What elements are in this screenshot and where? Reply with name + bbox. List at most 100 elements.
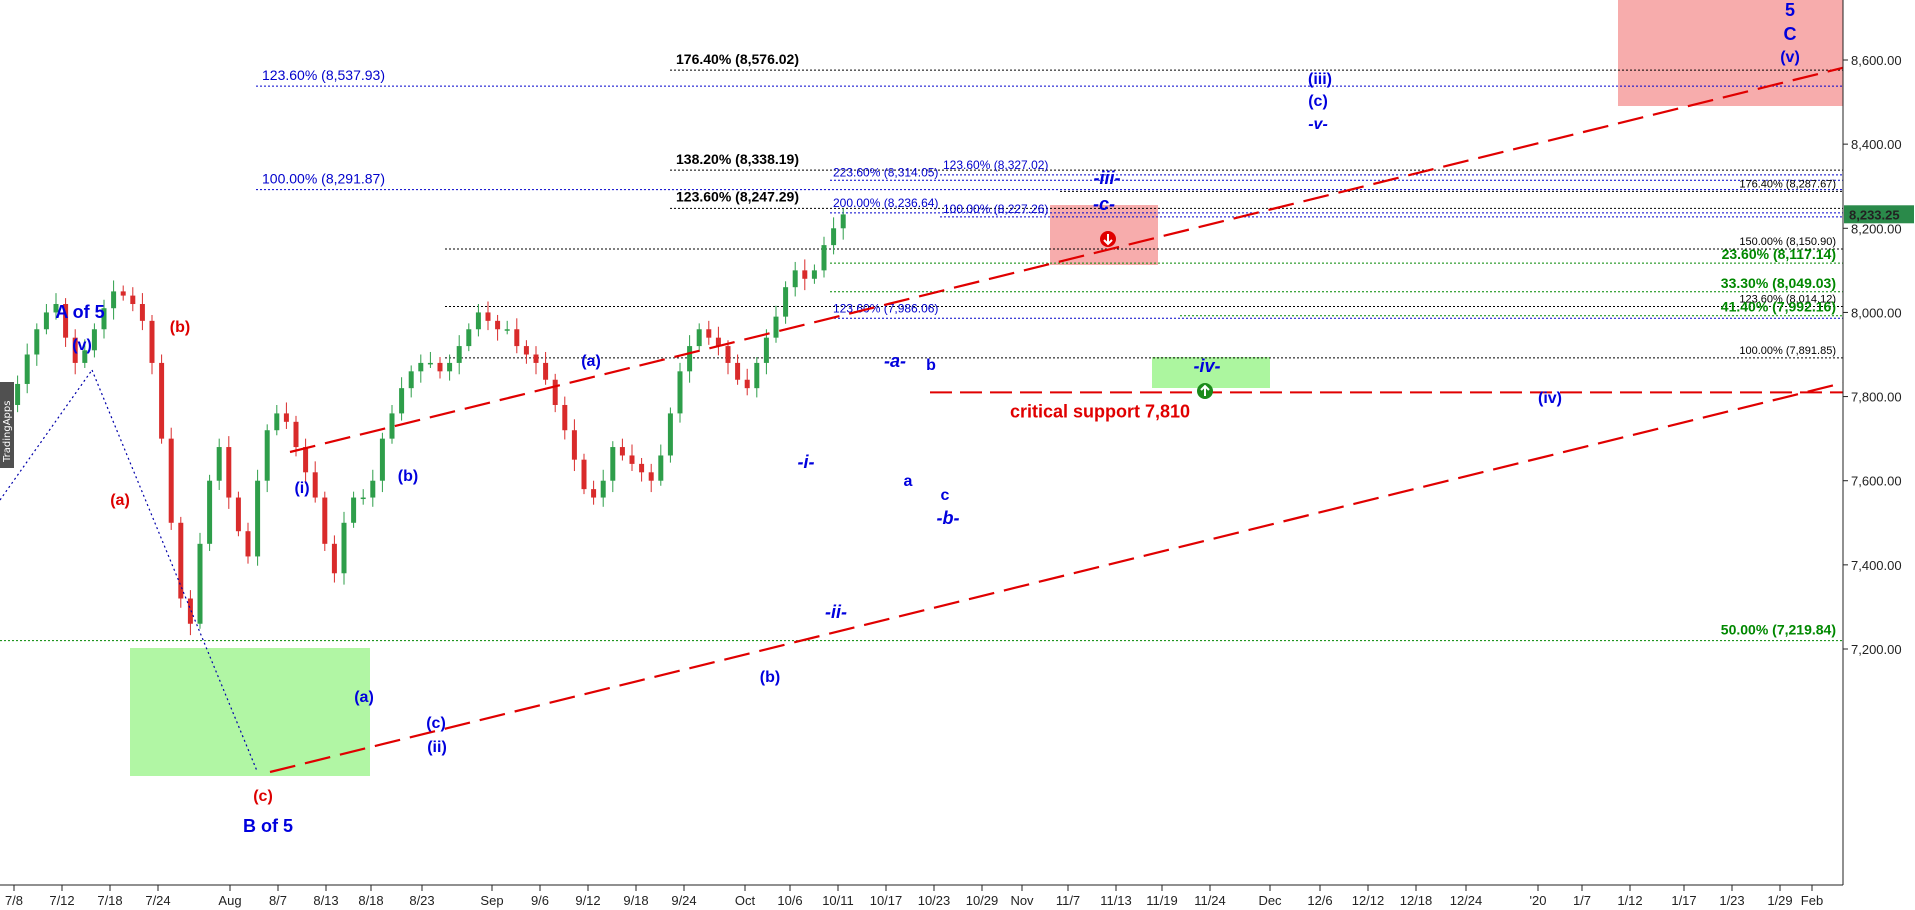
candle-body — [149, 320, 155, 363]
red-zone-c — [1618, 0, 1843, 106]
wave-label: b — [926, 357, 936, 374]
candle-body — [475, 312, 481, 330]
down-arrow-glyph — [1103, 234, 1113, 246]
time-tick-label: Feb — [1801, 893, 1823, 908]
candle-body — [437, 362, 443, 372]
wave-label: a — [904, 473, 913, 490]
price-tick-label: 7,400.00 — [1851, 558, 1902, 573]
candle-body — [629, 455, 635, 464]
fib-label: 23.60% (8,117.14) — [1722, 246, 1836, 262]
wave-label: (a) — [354, 689, 374, 706]
wave-label: -c- — [1093, 194, 1115, 214]
time-tick-label: Nov — [1010, 893, 1034, 908]
candle-body — [773, 316, 779, 338]
time-axis[interactable]: 7/8 7/12 7/18 7/24 Aug 8/7 8/13 8/18 8/23 Sep 9/6 9… — [0, 884, 1843, 908]
fib-label: 176.40% (8,287.67) — [1739, 178, 1836, 190]
wave-label: C — [1784, 24, 1797, 44]
candle-body — [792, 270, 798, 288]
time-tick-label: 12/6 — [1307, 893, 1332, 908]
fib-label: 176.40% (8,576.02) — [676, 51, 799, 67]
candle-body — [293, 421, 299, 448]
time-tick-label: Oct — [735, 893, 756, 908]
time-tick-label: 9/18 — [623, 893, 648, 908]
price-tick-label: 8,400.00 — [1851, 137, 1902, 152]
candle-body — [331, 543, 337, 574]
candle-body — [456, 346, 462, 363]
time-tick-label: 7/18 — [97, 893, 122, 908]
fib-label: 33.30% (8,049.03) — [1721, 275, 1836, 291]
time-tick-label: 1/29 — [1767, 893, 1792, 908]
candle-body — [303, 447, 309, 473]
price-tick-label: 7,600.00 — [1851, 474, 1902, 489]
fibonacci-levels: 176.40% (8,576.02) 123.60% (8,537.93) 138.… — [0, 51, 1843, 642]
candle-body — [197, 543, 203, 624]
candle-body — [274, 413, 280, 431]
time-tick-label: 10/11 — [822, 893, 854, 908]
wave-label: -iii- — [1094, 168, 1121, 188]
candle-body — [706, 329, 712, 338]
candle-body — [543, 362, 549, 380]
time-tick-label: 11/13 — [1100, 893, 1132, 908]
time-tick-label: 8/7 — [269, 893, 287, 908]
candle-body — [264, 430, 270, 481]
wave-label: -b- — [937, 508, 960, 528]
time-tick-label: 11/19 — [1146, 893, 1178, 908]
wave-label: B of 5 — [243, 816, 293, 836]
candle-body — [725, 346, 731, 363]
candle-body — [312, 472, 318, 498]
time-tick-label: 1/7 — [1573, 893, 1591, 908]
wave-label: -iv- — [1194, 356, 1221, 376]
wave-label: (iii) — [1308, 71, 1332, 88]
candle-body — [533, 354, 539, 363]
candle-body — [571, 430, 577, 460]
time-tick-label: Sep — [480, 893, 503, 908]
fib-label: 100.00% (8,291.87) — [262, 171, 385, 187]
candle-body — [120, 291, 126, 296]
candle-body — [504, 329, 510, 331]
target-zones — [130, 0, 1843, 776]
candle-body — [82, 350, 88, 363]
time-tick-label: 8/23 — [409, 893, 434, 908]
candle-body — [389, 413, 395, 439]
time-tick-label: 11/7 — [1056, 893, 1080, 908]
time-tick-label: '20 — [1530, 893, 1547, 908]
candle-body — [43, 312, 49, 330]
fib-label: 50.00% (7,219.84) — [1721, 622, 1836, 638]
wave-connector-line — [91, 369, 258, 772]
fib-label: 123.60% (8,014.12) — [1739, 293, 1836, 305]
candle-body — [139, 304, 145, 321]
candle-body — [687, 346, 693, 372]
fib-label: 200.00% (8,236.64) — [833, 196, 938, 210]
wave-label: (v) — [1780, 49, 1800, 66]
fib-label: 100.00% (7,891.85) — [1739, 345, 1836, 357]
candle-body — [562, 404, 568, 431]
wave-label: (b) — [398, 468, 418, 485]
fib-label: 223.60% (8,314.05) — [833, 165, 938, 179]
candle-body — [370, 480, 376, 498]
green-zone-b — [130, 648, 370, 776]
candle-body — [821, 245, 827, 271]
candle-body — [514, 329, 520, 347]
price-axis[interactable]: 7,200.00 7,400.00 7,600.00 7,800.00 8,000.00… — [1842, 0, 1915, 910]
time-tick-label: 9/24 — [671, 893, 696, 908]
fib-label: 41.40% (7,992.16) — [1721, 299, 1836, 315]
candle-body — [831, 228, 837, 246]
time-tick-label: 10/6 — [777, 893, 802, 908]
candle-body — [600, 480, 606, 498]
wave-label: (c) — [426, 715, 446, 732]
candle-body — [715, 337, 721, 347]
candle-body — [783, 287, 789, 317]
fib-label: 123.60% (7,986.06) — [833, 301, 938, 315]
candle-body — [187, 598, 193, 624]
wave-label: A of 5 — [55, 302, 104, 322]
candle-body — [159, 362, 165, 439]
candle-body — [226, 447, 232, 498]
candle-body — [34, 329, 40, 355]
wave-label: (c) — [1308, 93, 1328, 110]
price-tick-label: 8,200.00 — [1851, 221, 1902, 236]
time-tick-label: 7/24 — [145, 893, 170, 908]
wave-label: (b) — [760, 669, 780, 686]
candle-body — [427, 362, 433, 365]
time-tick-label: 11/24 — [1194, 893, 1226, 908]
wave-label: (i) — [294, 480, 309, 497]
